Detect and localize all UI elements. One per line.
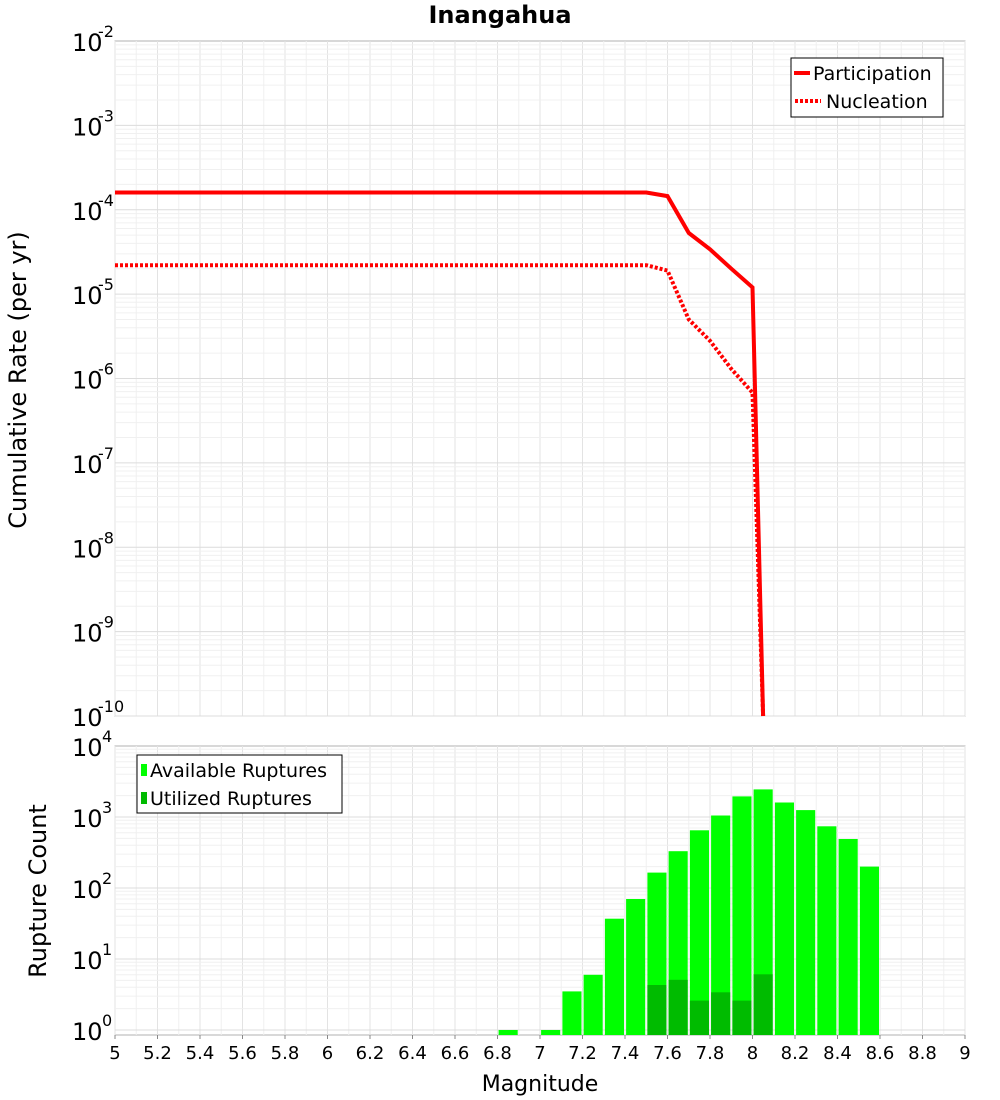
rupture-y-tick-base: 10 — [72, 876, 103, 904]
rate-y-tick-exponent: -6 — [98, 360, 114, 379]
rupture-y-tick-base: 10 — [72, 1018, 103, 1046]
rate-y-tick-exponent: -10 — [98, 697, 124, 716]
rupture-y-tick-exponent: 4 — [102, 727, 112, 746]
nucleation-legend-label: Nucleation — [826, 91, 928, 113]
utilized-bar — [689, 1000, 709, 1035]
rate-y-tick-base: 10 — [72, 198, 103, 226]
x-tick-label: 7.4 — [611, 1043, 640, 1064]
utilized-legend-label: Utilized Ruptures — [150, 788, 312, 810]
x-tick-label: 7.6 — [653, 1043, 682, 1064]
x-tick-label: 6 — [322, 1043, 333, 1064]
x-tick-label: 8.4 — [823, 1043, 852, 1064]
x-tick-label: 6.4 — [398, 1043, 427, 1064]
rupture-plot-y-axis-label: Rupture Count — [24, 804, 52, 978]
rate-y-tick-exponent: -3 — [98, 106, 114, 125]
available-bar — [711, 815, 731, 1035]
rate-y-tick-exponent: -8 — [98, 528, 114, 547]
rupture-legend-box — [136, 754, 343, 814]
x-tick-label: 5.4 — [186, 1043, 215, 1064]
rupture-y-tick-base: 10 — [72, 805, 103, 833]
rate-y-tick-base: 10 — [72, 451, 103, 479]
rupture-plot-legend: Available Ruptures Utilized Ruptures — [136, 754, 343, 814]
available-legend-swatch — [141, 764, 147, 776]
available-bar — [774, 802, 794, 1035]
x-tick-label: 6.6 — [441, 1043, 470, 1064]
rate-y-tick-base: 10 — [72, 704, 103, 732]
rupture-plot-bars — [498, 789, 879, 1035]
available-bar — [689, 830, 709, 1035]
rupture-y-tick-exponent: 0 — [102, 1011, 112, 1030]
x-tick-label: 6.2 — [356, 1043, 385, 1064]
utilized-bar — [711, 992, 731, 1035]
x-tick-label: 5 — [109, 1043, 120, 1064]
rate-plot-legend: Participation Nucleation — [790, 57, 944, 118]
available-legend-label: Available Ruptures — [150, 760, 327, 782]
rate-y-tick-exponent: -4 — [98, 191, 114, 210]
x-tick-label: 7.8 — [696, 1043, 725, 1064]
nucleation-line — [115, 263, 766, 717]
rate-y-tick-exponent: -2 — [98, 22, 114, 41]
utilized-bar — [732, 1000, 752, 1035]
x-tick-label: 8.6 — [866, 1043, 895, 1064]
available-bar — [817, 826, 837, 1035]
available-bar — [498, 1030, 518, 1035]
rupture-y-tick-exponent: 2 — [102, 869, 112, 888]
rate-y-tick-base: 10 — [72, 282, 103, 310]
rate-y-tick-exponent: -9 — [98, 613, 114, 632]
rate-y-tick-base: 10 — [72, 535, 103, 563]
rate-y-tick-base: 10 — [72, 367, 103, 395]
available-bar — [583, 974, 603, 1035]
rate-legend-box — [790, 57, 944, 118]
rate-y-tick-exponent: -7 — [98, 444, 114, 463]
rate-plot-series — [115, 190, 766, 717]
available-bar — [732, 796, 752, 1035]
utilized-legend-swatch — [141, 792, 147, 804]
rupture-y-tick-base: 10 — [72, 947, 103, 975]
x-tick-label: 8.8 — [908, 1043, 937, 1064]
rate-plot-y-ticks: 10-210-310-410-510-610-710-810-910-10 — [72, 22, 124, 732]
x-axis-label: Magnitude — [482, 1072, 599, 1097]
x-tick-label: 5.2 — [143, 1043, 172, 1064]
available-bar — [859, 866, 879, 1035]
rate-y-tick-base: 10 — [72, 620, 103, 648]
x-tick-label: 6.8 — [483, 1043, 512, 1064]
utilized-bar — [668, 979, 688, 1035]
rate-y-tick-base: 10 — [72, 29, 103, 57]
x-tick-label: 7 — [534, 1043, 545, 1064]
available-bar — [796, 810, 816, 1035]
x-tick-label: 7.2 — [568, 1043, 597, 1064]
rate-plot-gridlines — [114, 41, 966, 717]
magnitude-x-ticks: 5 5.2 5.4 5.6 5.8 6 6.2 6.4 6.6 6.8 7 7.2 7.4 7.6 7.8 8… — [109, 1035, 971, 1064]
rupture-y-tick-exponent: 3 — [102, 798, 112, 817]
rate-plot-panel: 10-210-310-410-510-610-710-810-910-10 In… — [4, 1, 966, 732]
x-tick-label: 5.8 — [271, 1043, 300, 1064]
x-tick-label: 9 — [959, 1043, 970, 1064]
x-tick-label: 8 — [747, 1043, 758, 1064]
participation-legend-label: Participation — [813, 63, 932, 85]
rupture-y-tick-base: 10 — [72, 734, 103, 762]
utilized-bar — [753, 974, 773, 1035]
rate-y-tick-exponent: -5 — [98, 275, 114, 294]
available-bar — [562, 991, 582, 1035]
available-bar — [541, 1030, 561, 1035]
utilized-bar — [647, 985, 667, 1035]
rate-plot-y-axis-label: Cumulative Rate (per yr) — [4, 231, 32, 529]
available-bar — [604, 918, 624, 1035]
chart-title: Inangahua — [428, 1, 571, 29]
rupture-y-tick-exponent: 1 — [102, 940, 112, 959]
available-bar — [753, 789, 773, 1035]
x-tick-label: 8.2 — [781, 1043, 810, 1064]
rate-y-tick-base: 10 — [72, 113, 103, 141]
x-tick-label: 5.6 — [228, 1043, 257, 1064]
participation-line — [115, 190, 766, 717]
available-bar — [626, 899, 646, 1035]
available-bar — [838, 839, 858, 1035]
